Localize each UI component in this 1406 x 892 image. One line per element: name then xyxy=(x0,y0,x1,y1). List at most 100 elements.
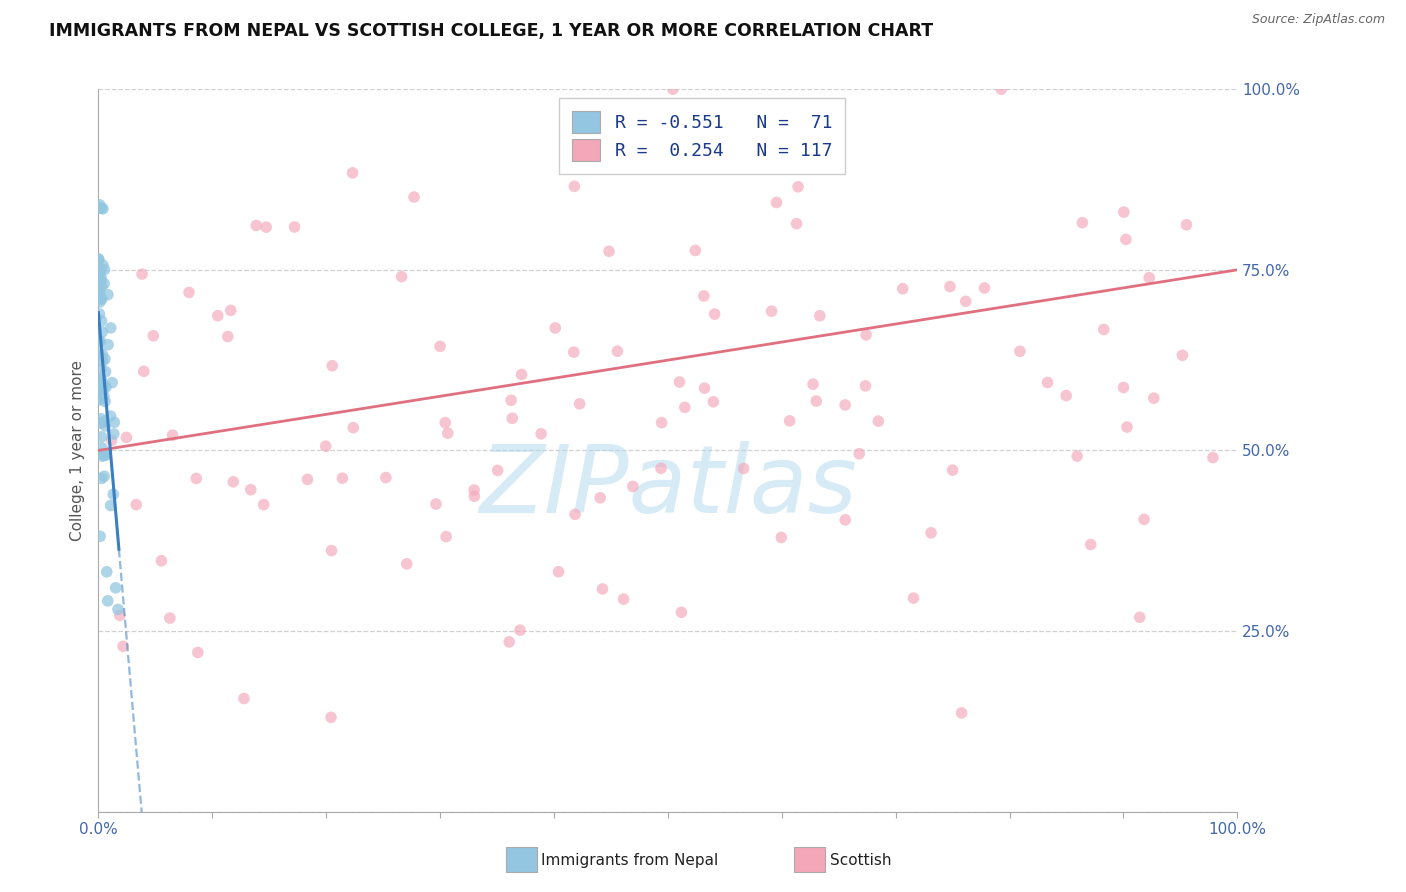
Point xyxy=(942,463,965,477)
Point xyxy=(613,592,636,607)
Point xyxy=(621,479,644,493)
Point xyxy=(162,428,184,442)
Point xyxy=(90,201,112,215)
Point xyxy=(727,138,749,153)
Point xyxy=(598,244,620,259)
Point xyxy=(1112,380,1135,394)
Point xyxy=(100,499,122,513)
Point xyxy=(97,287,120,301)
Point xyxy=(950,706,973,720)
Point xyxy=(1112,205,1135,219)
Point xyxy=(115,430,138,444)
Point xyxy=(245,219,267,233)
Point xyxy=(402,190,425,204)
Point xyxy=(217,329,239,343)
Point xyxy=(94,394,117,409)
Point xyxy=(87,265,110,279)
Point xyxy=(91,325,114,339)
Point xyxy=(89,529,111,543)
Point xyxy=(1071,216,1094,230)
Point xyxy=(90,392,112,406)
Point xyxy=(125,498,148,512)
Point xyxy=(94,351,117,366)
Point xyxy=(564,508,586,522)
Point xyxy=(436,426,458,441)
Point xyxy=(1202,450,1225,465)
Point xyxy=(187,645,209,659)
Point xyxy=(342,420,364,434)
Point xyxy=(808,309,831,323)
Point xyxy=(693,381,716,395)
Point xyxy=(89,270,111,285)
Point xyxy=(159,611,181,625)
Point xyxy=(207,309,229,323)
Point xyxy=(332,471,354,485)
Point xyxy=(90,362,112,376)
Point xyxy=(463,483,485,497)
Point xyxy=(91,382,114,396)
Point xyxy=(100,321,122,335)
Point xyxy=(801,377,824,392)
Point xyxy=(1080,537,1102,551)
Point xyxy=(429,339,451,353)
Point xyxy=(284,219,307,234)
Point xyxy=(463,489,485,503)
Point xyxy=(131,267,153,281)
Point xyxy=(770,531,793,545)
Point xyxy=(855,379,877,393)
Point xyxy=(1036,376,1059,390)
Point xyxy=(87,252,110,267)
Point xyxy=(91,347,114,361)
Point xyxy=(94,380,117,394)
Point xyxy=(510,368,533,382)
Point xyxy=(91,385,114,400)
Point xyxy=(530,426,553,441)
Point xyxy=(90,270,112,285)
Point xyxy=(87,252,110,266)
Point xyxy=(96,565,118,579)
Point xyxy=(87,334,110,348)
Point xyxy=(90,447,112,461)
Point xyxy=(107,602,129,616)
Point xyxy=(568,397,591,411)
Point xyxy=(94,448,117,462)
Point xyxy=(297,472,319,486)
Point xyxy=(103,427,125,442)
Point xyxy=(142,328,165,343)
Point xyxy=(651,416,673,430)
Point xyxy=(89,198,111,212)
Point xyxy=(254,220,277,235)
Point xyxy=(103,487,125,501)
Point xyxy=(93,277,115,291)
Point xyxy=(101,376,124,390)
Point xyxy=(90,373,112,387)
Point xyxy=(806,394,828,409)
Point xyxy=(90,292,112,306)
Point xyxy=(321,543,343,558)
Point xyxy=(315,439,337,453)
Point xyxy=(1143,391,1166,405)
Point xyxy=(186,471,208,485)
Point xyxy=(90,273,112,287)
Point xyxy=(321,359,343,373)
Point xyxy=(1066,449,1088,463)
Text: Scottish: Scottish xyxy=(830,853,891,868)
Point xyxy=(219,303,242,318)
Point xyxy=(693,289,716,303)
Point xyxy=(606,344,628,359)
Point xyxy=(702,394,724,409)
Point xyxy=(562,179,585,194)
Point xyxy=(97,337,120,351)
Point xyxy=(733,461,755,475)
Point xyxy=(765,195,787,210)
Point xyxy=(87,392,110,407)
Point xyxy=(93,262,115,277)
Point xyxy=(91,258,114,272)
Point xyxy=(89,384,111,398)
Point xyxy=(1115,232,1137,246)
Point xyxy=(498,635,520,649)
Legend: R = -0.551   N =  71, R =  0.254   N = 117: R = -0.551 N = 71, R = 0.254 N = 117 xyxy=(560,98,845,174)
Point xyxy=(93,389,115,403)
Point xyxy=(1129,610,1152,624)
Point xyxy=(87,261,110,276)
